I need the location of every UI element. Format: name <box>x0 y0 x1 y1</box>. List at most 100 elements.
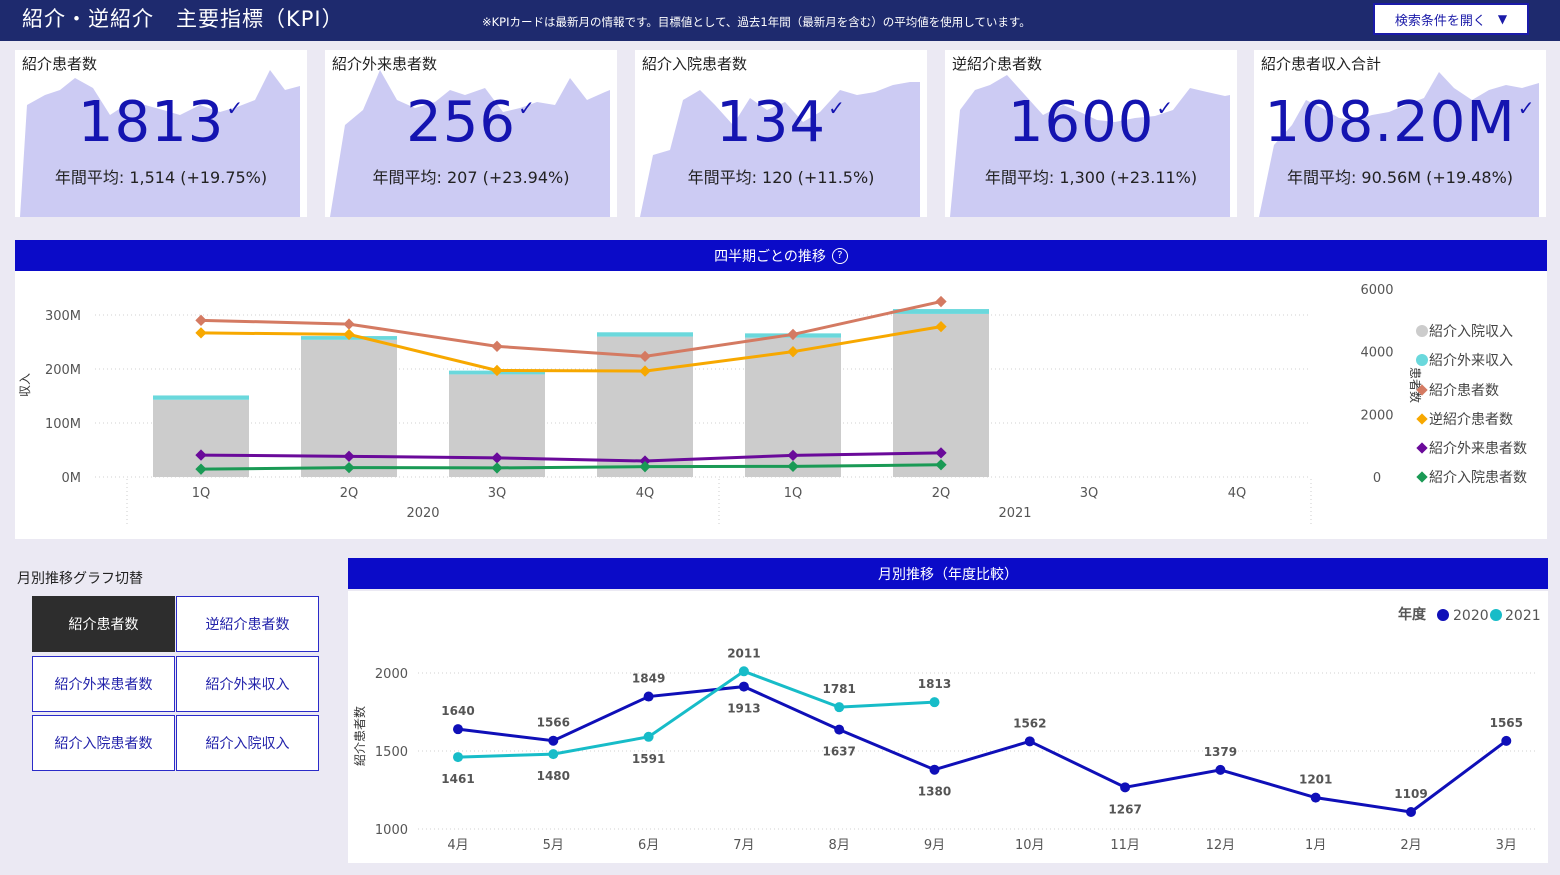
monthly-chart-header: 月別推移（年度比較） <box>348 558 1548 589</box>
series-line <box>200 300 942 358</box>
series-point <box>1406 806 1416 817</box>
kpi-note: ※KPIカードは最新月の情報です。目標値として、過去1年間（最新月を含む）の平均… <box>482 15 1031 29</box>
kpi-sparkline <box>640 82 920 217</box>
legend-marker <box>1416 354 1428 366</box>
series-point <box>1215 764 1226 775</box>
legend-marker <box>1416 384 1428 396</box>
legend-label: 紹介入院患者数 <box>1429 470 1527 486</box>
series-point <box>195 449 207 461</box>
data-label: 1201 <box>1299 773 1332 787</box>
kpi-title: 紹介患者収入合計 <box>1261 55 1382 73</box>
series-point <box>548 749 559 760</box>
data-label: 1913 <box>727 702 760 716</box>
legend-label: 2021 <box>1505 608 1541 624</box>
kpi-sparkline <box>950 75 1230 217</box>
kpi-average: 年間平均: 1,514 (+19.75%) <box>54 168 268 187</box>
y-tick-label: 300M <box>45 309 81 324</box>
legend-label: 2020 <box>1453 608 1489 624</box>
series-point <box>453 724 463 735</box>
kpi-card-inpatient-referrals[interactable]: 紹介入院患者数 134 ✓ 年間平均: 120 (+11.5%) <box>635 50 927 217</box>
check-icon: ✓ <box>1517 96 1536 120</box>
legend-title: 年度 <box>1398 606 1427 623</box>
series-point <box>491 452 503 464</box>
kpi-value: 1813 <box>77 90 225 155</box>
x-tick-label: 7月 <box>733 838 754 853</box>
switch-button-inpatient-revenue[interactable]: 紹介入院収入 <box>176 715 319 771</box>
series-point <box>787 460 799 473</box>
kpi-average: 年間平均: 120 (+11.5%) <box>687 168 875 187</box>
series-point <box>935 447 947 459</box>
x-tick-label: 1月 <box>1305 838 1326 853</box>
switch-button-reverse-referrals[interactable]: 逆紹介患者数 <box>176 596 319 652</box>
series-point <box>738 681 749 692</box>
kpi-value: 1600 <box>1007 90 1155 155</box>
x-tick-label: 12月 <box>1206 838 1236 853</box>
x-tick-label: 2Q <box>932 486 951 501</box>
kpi-title: 逆紹介患者数 <box>952 55 1043 73</box>
legend-marker <box>1490 609 1502 621</box>
x-tick-label: 1Q <box>784 486 803 501</box>
data-label: 1380 <box>918 785 951 799</box>
monthly-chart: 1000 1500 2000 紹介患者数 4月 5月 6月 7月 8月 9月 10月 11月 12月 1月… <box>352 606 1541 853</box>
kpi-card-reverse-referrals[interactable]: 逆紹介患者数 1600 ✓ 年間平均: 1,300 (+23.11%) <box>945 50 1237 217</box>
series-point <box>643 731 654 742</box>
switch-button-outpatient-referrals[interactable]: 紹介外来患者数 <box>32 656 175 712</box>
series-point <box>343 328 355 341</box>
legend-label: 紹介患者数 <box>1429 383 1499 399</box>
series-point <box>491 340 503 352</box>
series-point <box>1024 736 1035 747</box>
kpi-card-referral-patients[interactable]: 紹介患者数 1813 ✓ 年間平均: 1,514 (+19.75%) <box>15 50 307 217</box>
data-label: 1781 <box>822 682 855 696</box>
series-point <box>643 691 654 702</box>
kpi-value: 134 <box>716 90 827 155</box>
kpi-sparkline <box>20 70 300 217</box>
switch-button-label: 紹介外来患者数 <box>54 677 153 693</box>
kpi-title: 紹介患者数 <box>22 55 98 73</box>
x-tick-label: 2月 <box>1400 838 1421 853</box>
series-point <box>195 463 207 475</box>
page-title: 紹介・逆紹介 主要指標（KPI） <box>22 7 344 31</box>
bar-outpatient-revenue <box>153 395 249 400</box>
switch-button-referral-patients[interactable]: 紹介患者数 <box>32 596 175 652</box>
series-point <box>195 314 207 326</box>
y-tick-label: 100M <box>45 417 81 432</box>
switch-button-label: 紹介外来収入 <box>205 677 290 693</box>
switch-button-outpatient-revenue[interactable]: 紹介外来収入 <box>176 656 319 712</box>
dropdown-triangle-icon: ▼ <box>1497 12 1508 26</box>
data-label: 1379 <box>1204 745 1237 759</box>
help-icon[interactable]: ? <box>831 247 848 264</box>
kpi-title: 紹介入院患者数 <box>642 55 748 73</box>
kpi-card-outpatient-referrals[interactable]: 紹介外来患者数 256 ✓ 年間平均: 207 (+23.94%) <box>325 50 617 217</box>
monthly-chart-title: 月別推移（年度比較） <box>878 566 1018 583</box>
open-search-button[interactable]: 検索条件を開く ▼ <box>1373 3 1529 35</box>
series-point <box>548 735 559 746</box>
series-point <box>1120 782 1131 793</box>
series-point <box>787 449 799 462</box>
x-tick-label: 2Q <box>340 486 359 501</box>
kpi-title: 紹介外来患者数 <box>332 55 438 73</box>
check-icon: ✓ <box>226 96 245 120</box>
kpi-average: 年間平均: 90.56M (+19.48%) <box>1286 168 1514 187</box>
series-point <box>343 450 355 462</box>
kpi-value: 256 <box>406 90 517 155</box>
legend-label: 紹介外来収入 <box>1429 353 1513 369</box>
series-point <box>343 318 355 330</box>
quarterly-chart-title: 四半期ごとの推移 <box>714 248 826 265</box>
legend-marker <box>1416 325 1428 337</box>
kpi-card-referral-revenue[interactable]: 紹介患者収入合計 108.20M ✓ 年間平均: 90.56M (+19.48%) <box>1254 50 1546 217</box>
kpi-average: 年間平均: 1,300 (+23.11%) <box>984 168 1198 187</box>
x-tick-label: 4月 <box>447 838 468 853</box>
y-axis-title: 収入 <box>18 373 32 397</box>
series-point <box>834 702 845 713</box>
quarterly-chart-panel: 0M 100M 200M 300M 0 2000 4000 6000 収入 患者数 1Q 2Q 3Q 4Q… <box>15 271 1547 539</box>
series-point <box>935 295 947 308</box>
x-tick-label: 6月 <box>638 838 659 853</box>
check-icon: ✓ <box>1156 96 1175 120</box>
series-point <box>343 461 355 474</box>
y-tick-label: 0M <box>62 471 82 486</box>
switch-button-label: 紹介入院患者数 <box>54 736 153 752</box>
switch-button-inpatient-referrals[interactable]: 紹介入院患者数 <box>32 715 175 771</box>
legend-label: 逆紹介患者数 <box>1429 412 1513 428</box>
check-icon: ✓ <box>518 96 536 120</box>
series-point <box>1501 735 1512 746</box>
